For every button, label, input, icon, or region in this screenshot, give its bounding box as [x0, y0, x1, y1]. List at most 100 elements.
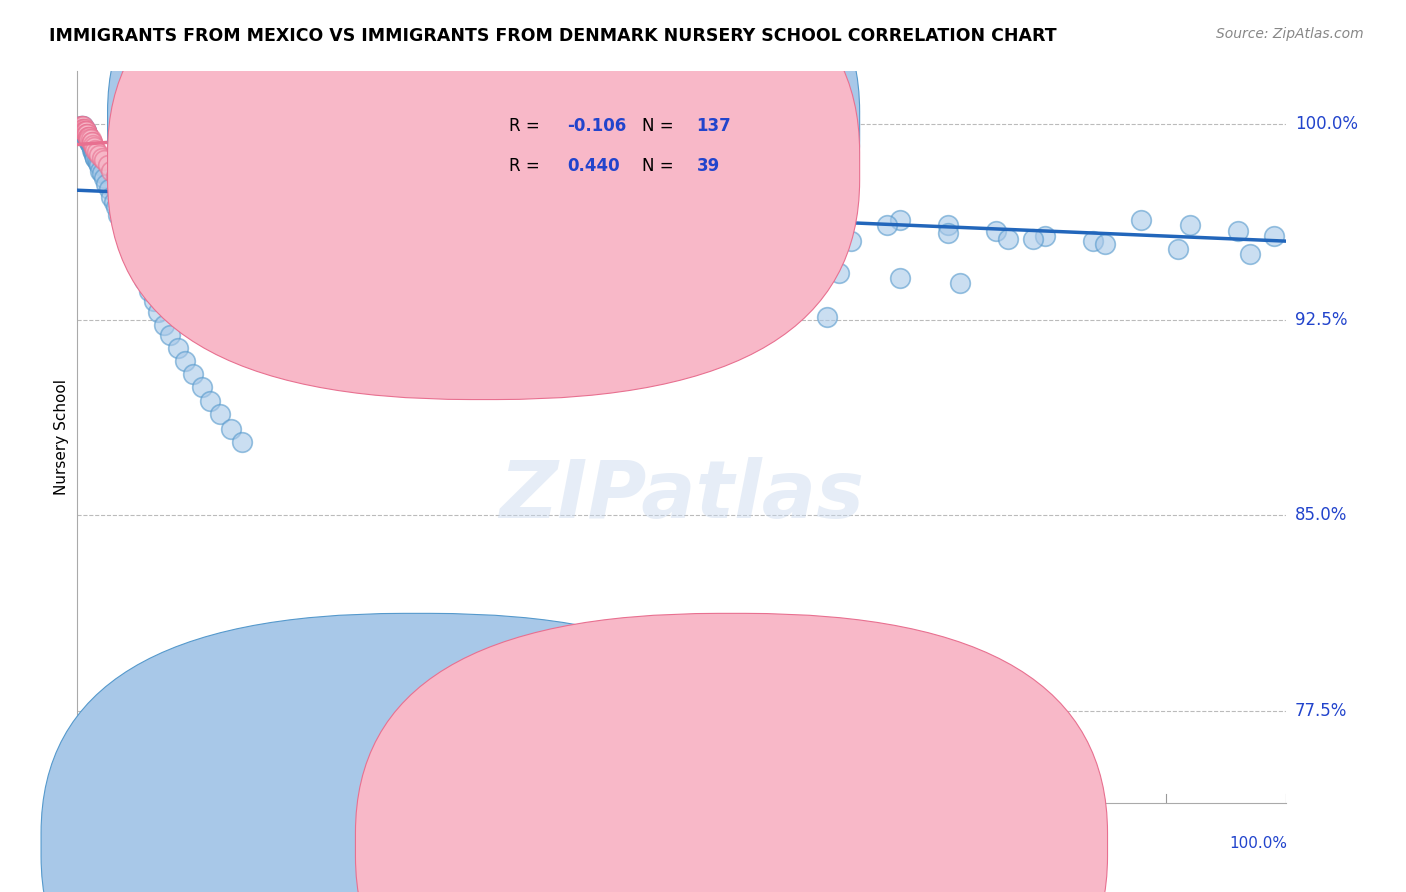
- Point: [183, 368, 205, 382]
- Point: [316, 236, 339, 251]
- Point: [75, 124, 97, 138]
- Point: [671, 294, 693, 309]
- Point: [889, 270, 911, 285]
- Point: [72, 124, 94, 138]
- Point: [79, 137, 101, 152]
- Point: [231, 435, 253, 450]
- Point: [75, 127, 97, 141]
- Point: [815, 310, 838, 324]
- Point: [768, 224, 790, 238]
- Point: [562, 281, 585, 295]
- Point: [148, 304, 170, 318]
- Text: 39: 39: [696, 157, 720, 175]
- Point: [80, 143, 103, 157]
- Point: [90, 151, 112, 165]
- Text: 0.0%: 0.0%: [76, 836, 115, 851]
- Point: [77, 129, 100, 144]
- Point: [100, 190, 122, 204]
- Point: [936, 219, 959, 233]
- Text: 85.0%: 85.0%: [1295, 507, 1347, 524]
- Text: N =: N =: [643, 157, 679, 175]
- Point: [79, 132, 101, 146]
- FancyBboxPatch shape: [41, 614, 793, 892]
- FancyBboxPatch shape: [108, 0, 859, 400]
- Point: [75, 127, 97, 141]
- FancyBboxPatch shape: [453, 97, 761, 188]
- Point: [416, 276, 439, 290]
- Point: [70, 121, 93, 136]
- Point: [87, 158, 110, 172]
- Point: [87, 155, 110, 169]
- Y-axis label: Nursery School: Nursery School: [53, 379, 69, 495]
- Point: [75, 124, 97, 138]
- Point: [70, 120, 93, 134]
- Point: [110, 213, 132, 227]
- Point: [73, 124, 96, 138]
- Point: [153, 318, 176, 332]
- Point: [174, 354, 197, 368]
- Text: IMMIGRANTS FROM MEXICO VS IMMIGRANTS FROM DENMARK NURSERY SCHOOL CORRELATION CHA: IMMIGRANTS FROM MEXICO VS IMMIGRANTS FRO…: [49, 27, 1057, 45]
- Point: [89, 163, 111, 178]
- Point: [1263, 229, 1285, 244]
- Point: [110, 174, 132, 188]
- Point: [321, 194, 343, 209]
- Point: [465, 236, 488, 251]
- Point: [166, 341, 188, 355]
- Point: [562, 213, 585, 227]
- Text: Immigrants from Denmark: Immigrants from Denmark: [752, 836, 956, 851]
- Point: [1130, 213, 1153, 227]
- Point: [79, 135, 101, 149]
- Point: [477, 219, 499, 233]
- Point: [87, 148, 110, 162]
- Text: Immigrants from Mexico: Immigrants from Mexico: [437, 836, 624, 851]
- Point: [354, 252, 377, 267]
- Point: [73, 124, 96, 138]
- Point: [97, 182, 120, 196]
- Point: [86, 145, 108, 160]
- Point: [949, 276, 972, 290]
- Point: [1021, 231, 1043, 245]
- Point: [121, 244, 143, 259]
- Point: [768, 260, 790, 275]
- Point: [76, 127, 98, 141]
- Point: [72, 121, 94, 136]
- Point: [368, 200, 391, 214]
- FancyBboxPatch shape: [108, 0, 859, 359]
- Point: [82, 145, 104, 160]
- Point: [936, 227, 959, 241]
- Point: [100, 163, 122, 178]
- Text: 100.0%: 100.0%: [1230, 836, 1288, 851]
- Point: [200, 231, 222, 245]
- Point: [90, 166, 112, 180]
- Point: [77, 132, 100, 146]
- Point: [169, 216, 191, 230]
- Point: [889, 213, 911, 227]
- Point: [105, 200, 128, 214]
- Point: [72, 121, 94, 136]
- Point: [76, 129, 98, 144]
- Point: [718, 307, 741, 321]
- Point: [142, 294, 165, 309]
- Point: [86, 153, 108, 168]
- Point: [80, 140, 103, 154]
- Point: [79, 135, 101, 149]
- Point: [132, 273, 155, 287]
- Point: [145, 202, 167, 217]
- Point: [82, 143, 104, 157]
- Point: [107, 208, 129, 222]
- Point: [82, 137, 104, 152]
- Point: [114, 229, 136, 244]
- Point: [502, 273, 524, 287]
- Text: 100.0%: 100.0%: [1295, 114, 1358, 133]
- Point: [75, 124, 97, 138]
- Point: [804, 229, 827, 244]
- Point: [70, 120, 93, 134]
- Point: [83, 145, 105, 160]
- Point: [96, 177, 118, 191]
- Point: [828, 266, 851, 280]
- Point: [73, 127, 96, 141]
- Point: [73, 121, 96, 136]
- Point: [103, 194, 125, 209]
- Text: Source: ZipAtlas.com: Source: ZipAtlas.com: [1216, 27, 1364, 41]
- Point: [72, 121, 94, 136]
